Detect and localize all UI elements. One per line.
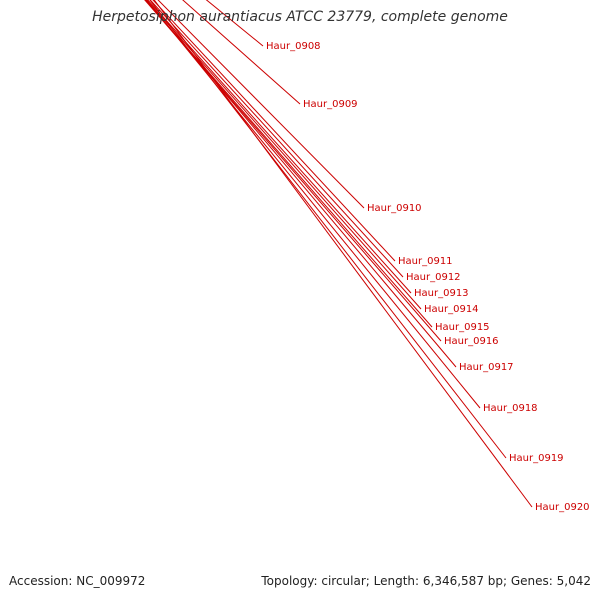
gene-label[interactable]: Haur_0920 [535,502,590,513]
leader-line [157,0,365,209]
gene-label[interactable]: Haur_0911 [398,256,453,267]
label-leaders [144,0,533,508]
gene-label[interactable]: Haur_0914 [424,304,479,315]
leader-line [144,0,442,342]
gene-label[interactable]: Haur_0919 [509,453,564,464]
gene-label[interactable]: Haur_0916 [444,336,499,347]
topology-label: Topology: circular; Length: 6,346,587 bp… [261,574,591,588]
gene-label[interactable]: Haur_0910 [367,203,422,214]
leader-line [149,0,507,459]
accession-label: Accession: NC_009972 [9,574,146,588]
leader-line [149,0,404,278]
gene-label[interactable]: Haur_0908 [266,41,321,52]
map-title: Herpetosiphon aurantiacus ATCC 23779, co… [92,9,508,25]
leader-line [153,0,533,508]
gene-label[interactable]: Haur_0917 [459,362,514,373]
gene-label[interactable]: Haur_0915 [435,322,490,333]
gene-label[interactable]: Haur_0918 [483,403,538,414]
leader-line [182,0,301,105]
leader-line [145,0,457,368]
gene-label[interactable]: Haur_0909 [303,99,358,110]
leader-line [146,0,481,409]
leader-line [144,0,433,328]
leader-line [152,0,396,262]
gene-label[interactable]: Haur_0912 [406,272,461,283]
gene-labels: Haur_0908 Haur_0909 Haur_0910 Haur_0911 Haur… [266,41,590,513]
leader-line [147,0,412,294]
gene-label[interactable]: Haur_0913 [414,288,469,299]
leader-line [145,0,422,310]
